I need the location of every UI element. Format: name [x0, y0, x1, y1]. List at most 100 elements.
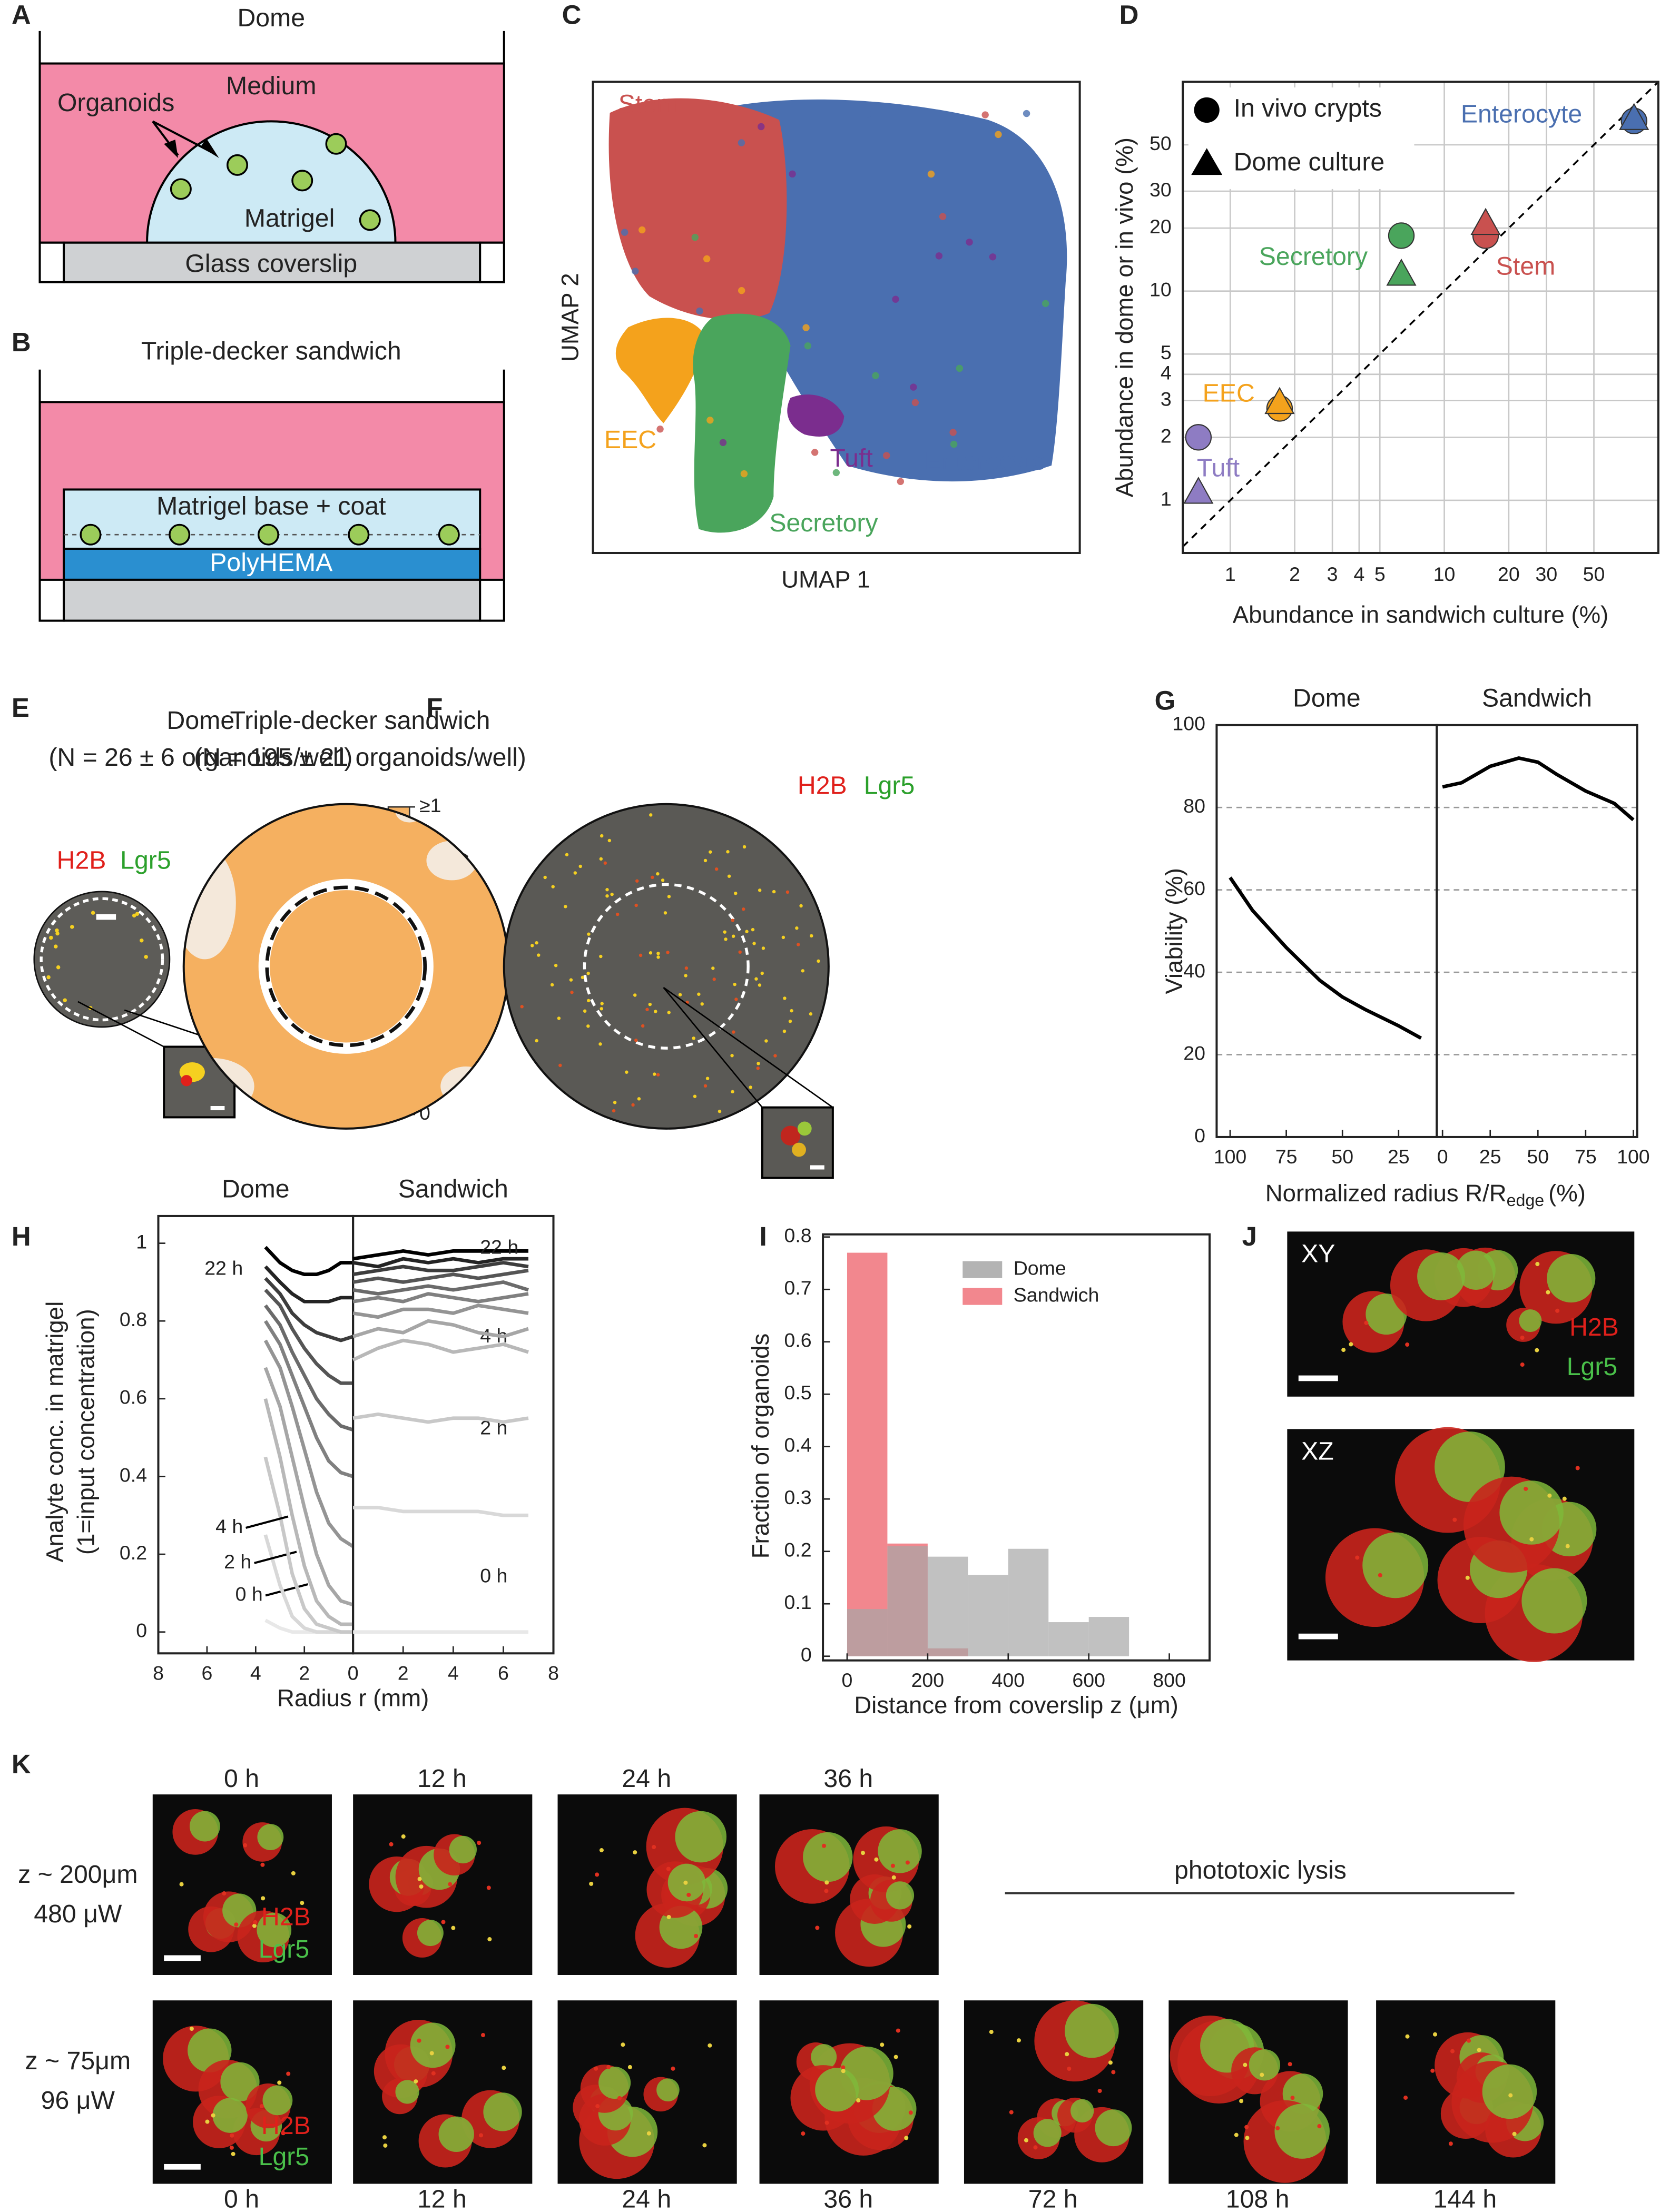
- tissue-green: [417, 1920, 444, 1947]
- organoid-dot: [55, 928, 59, 933]
- cell-speck: [383, 2143, 388, 2148]
- legend-label: In vivo crypts: [1234, 94, 1382, 123]
- inset: [761, 1106, 834, 1179]
- tissue-green: [257, 1824, 284, 1851]
- cell-speck: [389, 1842, 394, 1846]
- category-label: EEC: [1203, 379, 1255, 408]
- line: [352, 1292, 529, 1303]
- cell-speck: [253, 1920, 258, 1924]
- line: [264, 1277, 354, 1342]
- organoid-dot: [634, 1038, 638, 1042]
- organoid-dot: [558, 1063, 562, 1068]
- label: Medium: [226, 72, 316, 100]
- panel-label: C: [562, 0, 582, 30]
- organoid-dot: [625, 1070, 628, 1074]
- cell-speck: [1524, 1486, 1528, 1491]
- base: [479, 241, 505, 283]
- cell-speck: [1111, 2070, 1116, 2075]
- cluster-dot: [911, 399, 919, 407]
- cell-speck: [989, 2030, 994, 2035]
- cluster-dot: [696, 307, 703, 315]
- cell-speck: [1288, 2062, 1292, 2067]
- cell-speck: [502, 2066, 506, 2070]
- organoid-dot: [634, 903, 638, 907]
- label: Matrigel: [244, 204, 335, 233]
- organoid-dot: [569, 978, 573, 982]
- category-label: Tuft: [1197, 454, 1240, 482]
- cell-speck: [1529, 1537, 1534, 1542]
- cluster-tuft: [787, 394, 844, 437]
- x-tick-label: 4: [1353, 563, 1364, 585]
- organoid-dot: [645, 1008, 649, 1012]
- line: [1229, 876, 1422, 1040]
- x-tick-label: 1: [1225, 563, 1236, 585]
- annotation: phototoxic lysis: [1174, 1856, 1347, 1884]
- cell-speck: [1243, 2062, 1248, 2067]
- axis-label: Analyte conc. in matrigel: [42, 1301, 68, 1563]
- cell-speck: [1430, 2068, 1435, 2073]
- line: [264, 1304, 354, 1432]
- cell-speck: [908, 2110, 913, 2115]
- cell-speck: [1405, 1342, 1410, 1347]
- organoid-dot: [732, 1030, 735, 1034]
- line: [352, 1261, 529, 1276]
- organoid-dot: [697, 992, 701, 996]
- x-tick-label: 400: [991, 1669, 1025, 1691]
- cluster-stem: [608, 98, 787, 320]
- organoid-dot: [718, 1109, 722, 1113]
- x-tick-label: 50: [1527, 1146, 1549, 1168]
- organoid-dot: [586, 971, 590, 975]
- axis-label-sub: edge: [1507, 1191, 1544, 1210]
- cell-speck: [595, 1872, 600, 1877]
- axis-label: Abundance in dome or in vivo (%): [1111, 137, 1138, 497]
- cluster-label: Secretory: [769, 509, 878, 537]
- cell-speck: [429, 2051, 434, 2056]
- y-tick-label: 0.4: [120, 1464, 147, 1486]
- coverslip: [63, 241, 482, 283]
- cluster-dot: [956, 364, 964, 372]
- stain-label: H2B: [57, 846, 106, 874]
- organoid-dot: [727, 874, 731, 878]
- panel-label: D: [1119, 0, 1139, 30]
- cell-speck: [627, 2065, 632, 2069]
- tissue-green: [1547, 1254, 1596, 1303]
- organoid: [348, 524, 370, 546]
- x-tick-label: 10: [1433, 563, 1456, 585]
- y-tick-label: 40: [1183, 960, 1205, 982]
- cell-speck: [281, 2131, 286, 2136]
- organoid-dot: [144, 955, 148, 959]
- bar: [1048, 1622, 1089, 1656]
- cell-speck: [874, 1857, 879, 1862]
- x-tick-label: 30: [1536, 563, 1558, 585]
- y-tick-label: 2: [1161, 424, 1172, 447]
- panel-label: F: [426, 693, 443, 723]
- y-tick-label: 0: [136, 1619, 147, 1642]
- cluster-dot: [910, 383, 917, 391]
- organoid-dot: [586, 999, 591, 1003]
- organoid-dot: [734, 998, 738, 1001]
- organoid-dot: [565, 853, 569, 856]
- x-tick-label: 0: [348, 1662, 359, 1684]
- cell-speck: [231, 2151, 235, 2156]
- tissue-green: [1519, 1309, 1542, 1332]
- y-tick-label: 100: [1172, 713, 1205, 735]
- cluster-dot: [740, 470, 748, 478]
- cell-speck: [1244, 2125, 1249, 2129]
- cell-speck: [222, 1891, 227, 1896]
- cell-speck: [229, 2145, 234, 2150]
- organoid-dot: [612, 1109, 616, 1113]
- cluster-dot: [865, 110, 872, 118]
- cluster-dot: [995, 131, 1002, 139]
- cell-speck: [708, 2043, 712, 2048]
- organoid-dot: [731, 934, 735, 938]
- x-tick-label: 800: [1153, 1669, 1186, 1691]
- cell-speck: [841, 2069, 846, 2073]
- organoid-dot: [49, 935, 53, 940]
- cell-speck: [211, 2113, 215, 2118]
- tissue-green: [1274, 2104, 1330, 2159]
- time-label: 36 h: [823, 1764, 873, 1793]
- organoid-dot: [703, 858, 708, 863]
- cell-speck: [861, 1851, 866, 1855]
- cell-speck: [1512, 2131, 1517, 2136]
